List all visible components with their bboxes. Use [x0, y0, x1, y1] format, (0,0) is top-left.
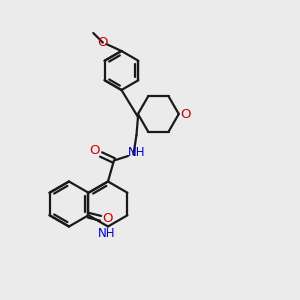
Text: NH: NH: [98, 226, 115, 240]
Text: O: O: [89, 143, 100, 157]
Text: O: O: [180, 107, 190, 121]
Text: O: O: [98, 36, 108, 49]
Text: NH: NH: [128, 146, 145, 159]
Text: O: O: [102, 212, 112, 225]
